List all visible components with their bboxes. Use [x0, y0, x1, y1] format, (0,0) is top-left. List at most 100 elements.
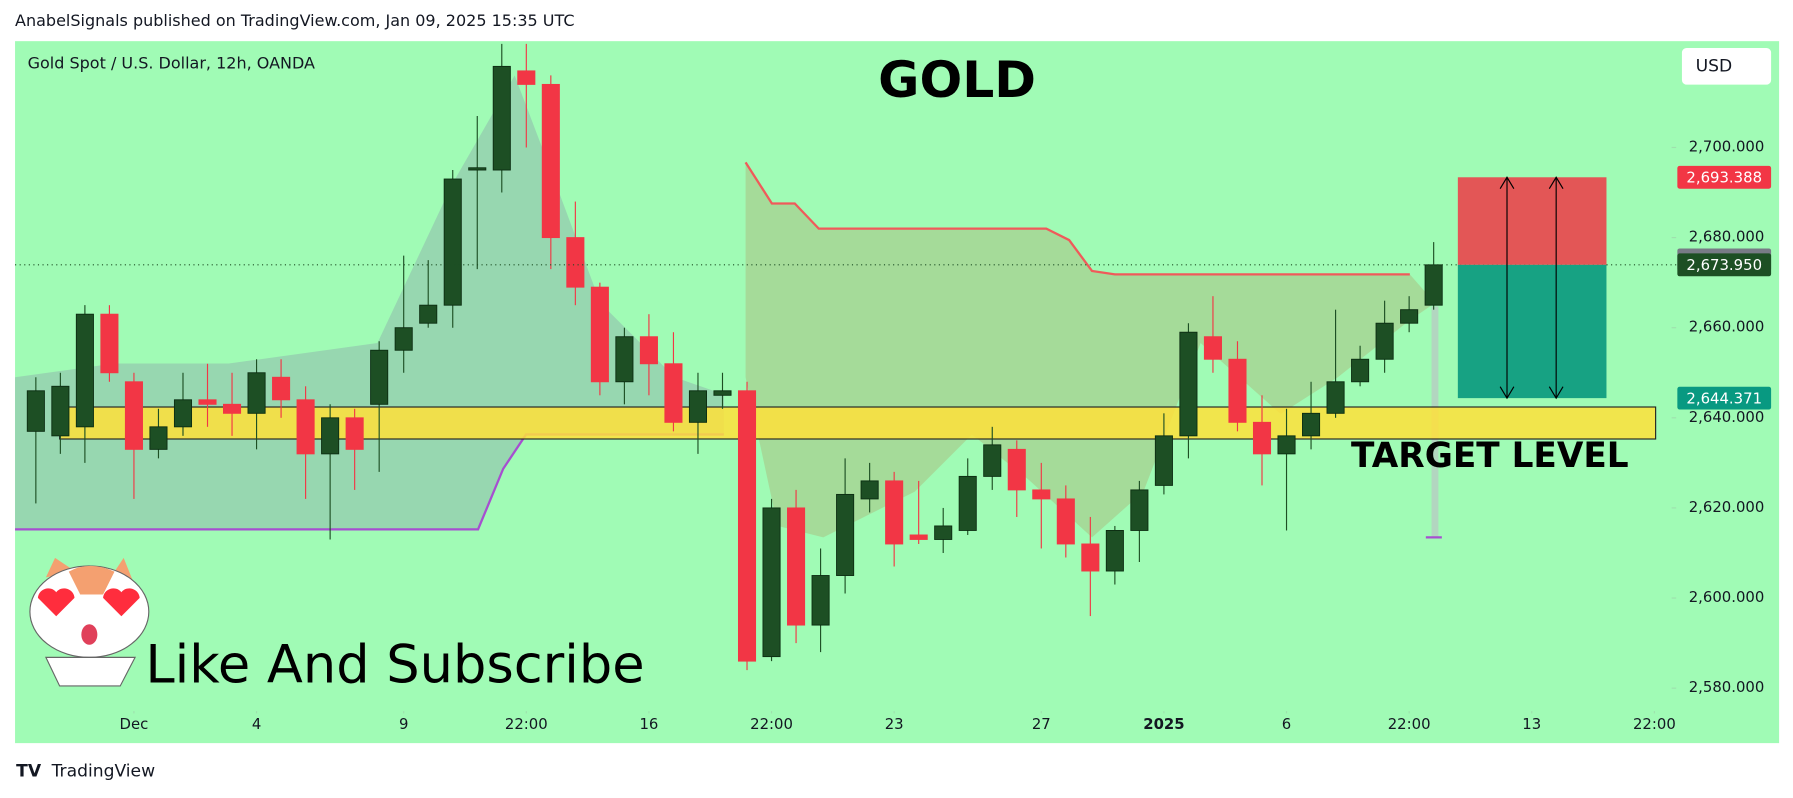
candle-body: [100, 313, 119, 374]
reward-box: [1457, 264, 1607, 399]
overlay: [15, 176, 1678, 400]
candle-body: [492, 65, 511, 171]
target-label: TARGET LEVEL: [1351, 436, 1629, 476]
arrow-head: [1548, 176, 1564, 400]
sticker: [29, 557, 150, 687]
candle-body: [713, 390, 732, 396]
axes: 2,580.000 2,600.000 2,620.000 2,640.000 2,66…: [120, 137, 1772, 733]
candle-body: [1032, 489, 1051, 500]
candle-body: [1130, 489, 1149, 531]
x-tick-label: 9: [399, 715, 408, 733]
candle-body: [517, 70, 536, 85]
candles: [26, 43, 1443, 671]
candle-body: [836, 493, 855, 576]
x-tick-label: 23: [885, 715, 904, 733]
candle-body: [566, 237, 585, 288]
y-tick-label: 2,600.000: [1689, 588, 1765, 606]
footer: TradingView: [51, 762, 155, 782]
candle-body: [26, 390, 45, 432]
candle-body: [590, 286, 609, 383]
candle-body: [1203, 336, 1222, 360]
candle-body: [247, 372, 266, 414]
candle-body: [639, 336, 658, 365]
candle-body: [1252, 421, 1272, 455]
candle-body: [1375, 322, 1394, 360]
heart-eye: [103, 588, 140, 617]
candle-body: [1056, 498, 1075, 545]
symbol: Gold Spot / U.S. Dollar, 12h, OANDA: [28, 54, 315, 73]
currency-button[interactable]: [1681, 48, 1772, 85]
candle-body: [370, 349, 389, 405]
candle-body: [443, 178, 462, 306]
risk-box: [1457, 177, 1607, 265]
candle-body: [1228, 358, 1247, 423]
candle-body: [958, 475, 977, 531]
price-label-bg: [1677, 165, 1772, 189]
zone-group: [59, 406, 1657, 440]
indicator-area: [745, 162, 1435, 538]
candle-body: [664, 363, 683, 423]
currency[interactable]: USD: [1696, 56, 1733, 76]
candle-body: [885, 480, 904, 545]
heart-eye: [37, 588, 75, 617]
candle-body: [1302, 412, 1321, 437]
candle-body: [762, 507, 781, 658]
cat-body: [45, 656, 137, 687]
x-tick-label: 27: [1032, 715, 1051, 733]
candle-body: [688, 390, 708, 423]
candle-body: [1154, 435, 1173, 486]
y-tick-label: 2,700.000: [1689, 137, 1765, 155]
candle-body: [173, 399, 193, 428]
candle-body: [909, 534, 928, 540]
candle-body: [124, 381, 143, 450]
target-zone: [59, 406, 1657, 440]
indicator-line: [744, 161, 1410, 276]
y-tick-label: 2,680.000: [1689, 228, 1765, 246]
x-tick-label: 16: [639, 715, 658, 733]
candle-body: [1400, 309, 1419, 324]
y-tick-label: 2,660.000: [1689, 318, 1765, 336]
x-tick-label: 22:00: [1633, 715, 1676, 733]
y-tick-label: 2,640.000: [1689, 408, 1765, 426]
candle-body: [737, 390, 757, 662]
candle-body: [272, 376, 291, 401]
candle-body: [345, 417, 364, 450]
candle-body: [615, 336, 634, 383]
price-label: 2,644.371: [1686, 389, 1762, 407]
candle-body: [1326, 381, 1345, 414]
candle-body: [1105, 530, 1124, 572]
candle-body: [934, 525, 953, 540]
cat-mouth: [81, 624, 98, 645]
y-tick-label: 2,620.000: [1689, 498, 1765, 516]
title: GOLD: [878, 50, 1036, 109]
candle-body: [1277, 435, 1296, 455]
candle-body: [983, 444, 1002, 477]
candle-body: [223, 403, 242, 414]
price-label-bg: [1677, 253, 1772, 277]
candle-body: [1351, 358, 1370, 383]
price-label: 2,673.950: [1686, 256, 1762, 274]
candle-body: [1081, 543, 1100, 572]
candle-body: [860, 480, 879, 500]
candle-body: [811, 575, 830, 626]
cat-ear: [114, 557, 133, 581]
arrow-head: [1499, 176, 1515, 400]
candle-body: [198, 399, 217, 405]
candle-body: [75, 313, 94, 428]
header: AnabelSignals published on TradingView.c…: [15, 11, 574, 30]
x-tick-label: 22:00: [1388, 715, 1431, 733]
candle-body: [787, 507, 806, 626]
candle-body: [296, 399, 315, 455]
candle-body: [1179, 331, 1198, 437]
logo-mark: TV: [16, 762, 42, 782]
candle-body: [149, 426, 168, 450]
candle-body: [1424, 264, 1443, 306]
x-tick-label: 6: [1282, 715, 1291, 733]
candle-body: [541, 83, 560, 239]
x-tick-label: 22:00: [750, 715, 793, 733]
cat-patch: [68, 565, 115, 595]
x-tick-label: Dec: [120, 715, 149, 733]
candle-body: [468, 167, 487, 171]
